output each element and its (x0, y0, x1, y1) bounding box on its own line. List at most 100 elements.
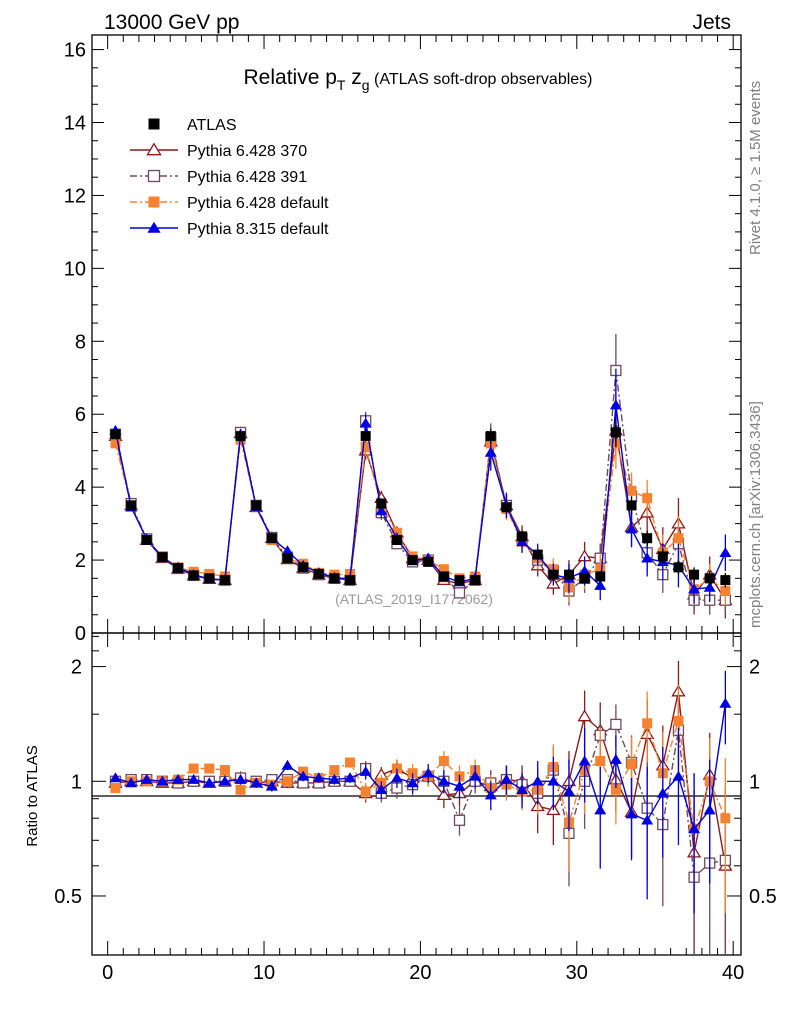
data-point (110, 438, 121, 449)
ratio-point (469, 770, 482, 781)
ratio-point (172, 773, 185, 784)
ratio-point (516, 784, 529, 795)
x-tick-label: 30 (566, 962, 588, 984)
y-tick-label: 6 (75, 404, 86, 426)
ratio-point (595, 756, 606, 767)
series-line (114, 370, 726, 601)
data-point (548, 569, 559, 580)
ratio-point (375, 784, 388, 795)
ratio-point (437, 775, 450, 786)
ratio-point (703, 804, 716, 815)
data-point (720, 586, 731, 597)
data-point (360, 442, 371, 453)
y-tick-label: 16 (64, 40, 86, 62)
ratio-series-pythia-6-428-default (110, 684, 731, 914)
rivet-version-label: Rivet 4.1.0, ≥ 1.5M events (747, 81, 764, 255)
legend-item-pythia-8-315-default: Pythia 8.315 default (130, 221, 329, 238)
ratio-point (578, 755, 591, 766)
legend-marker (147, 221, 161, 233)
ratio-point (625, 808, 638, 819)
ratio-point (453, 780, 466, 791)
y-tick-label: 0 (75, 623, 86, 645)
legend-item-atlas: ATLAS (148, 117, 237, 134)
ratio-point (312, 772, 325, 783)
ratio-point (218, 775, 231, 786)
ratio-point (610, 784, 621, 795)
mcplots-label: mcplots.cern.ch [arXiv:1306.3436] (747, 401, 764, 628)
ratio-tick-label-right: 0.5 (749, 886, 777, 908)
data-point (485, 431, 496, 442)
ratio-point (610, 718, 622, 731)
ratio-point (577, 709, 592, 722)
data-point (470, 575, 481, 586)
ratio-tick-label-right: 1 (749, 771, 760, 793)
data-point (657, 551, 668, 562)
data-point (454, 575, 465, 586)
data-point (484, 446, 497, 457)
ratio-point (672, 770, 685, 781)
ratio-point (390, 772, 403, 783)
main-series-pythia-6-428-370 (108, 405, 733, 619)
ratio-point (297, 770, 310, 781)
ratio-point (688, 823, 701, 834)
data-point (719, 547, 732, 558)
data-point (688, 583, 701, 594)
ratio-point (140, 773, 153, 784)
data-point (517, 531, 528, 542)
data-point (281, 545, 294, 556)
ratio-point (594, 804, 607, 815)
data-point (438, 571, 449, 582)
ratio-point (344, 772, 357, 783)
ratio-point (656, 787, 669, 798)
ratio-point (219, 765, 230, 776)
ratio-point (282, 776, 293, 787)
ratio-point (531, 775, 544, 786)
ratio-point (719, 697, 732, 708)
ratio-point (187, 773, 200, 784)
ratio-point (281, 759, 294, 770)
series-line (114, 439, 726, 592)
ratio-point (453, 814, 466, 826)
ratio-point (673, 715, 684, 726)
y-tick-label: 4 (75, 477, 86, 499)
data-point (157, 552, 168, 563)
ratio-panel-frame (91, 632, 742, 956)
y-tick-label: 2 (75, 550, 86, 572)
data-point (594, 579, 607, 590)
ratio-point (345, 757, 356, 768)
y-tick-label: 8 (75, 331, 86, 353)
ratio-point (250, 777, 263, 788)
data-point (329, 573, 340, 584)
data-point (282, 553, 293, 564)
ratio-series-pythia-6-428-391 (109, 692, 732, 955)
data-point (359, 417, 372, 428)
data-point (360, 431, 371, 442)
data-point (595, 571, 606, 582)
legend-label: Pythia 6.428 370 (187, 143, 307, 160)
legend-label: Pythia 6.428 default (187, 195, 329, 212)
data-point (642, 533, 653, 544)
data-point (110, 429, 121, 440)
analysis-watermark: (ATLAS_2019_I1772062) (335, 591, 493, 607)
x-tick-label: 40 (722, 962, 744, 984)
ratio-point (156, 775, 169, 786)
series-line (114, 405, 727, 590)
ratio-series-pythia-8-315-default (109, 670, 732, 914)
data-point (720, 575, 731, 586)
ratio-line (115, 723, 726, 879)
ratio-series-pythia-6-428-370 (108, 660, 733, 955)
legend-label: ATLAS (187, 117, 237, 134)
ratio-point (265, 780, 278, 791)
ratio-point (329, 765, 340, 776)
ratio-point (204, 763, 215, 774)
data-point (501, 502, 512, 513)
main-series-group (108, 334, 733, 619)
data-point (204, 573, 215, 584)
ratio-point (235, 784, 246, 795)
data-point (188, 570, 199, 581)
data-point (610, 427, 621, 438)
data-point (578, 565, 591, 576)
ratio-tick-label-right: 2 (749, 657, 760, 679)
data-point (391, 535, 402, 546)
